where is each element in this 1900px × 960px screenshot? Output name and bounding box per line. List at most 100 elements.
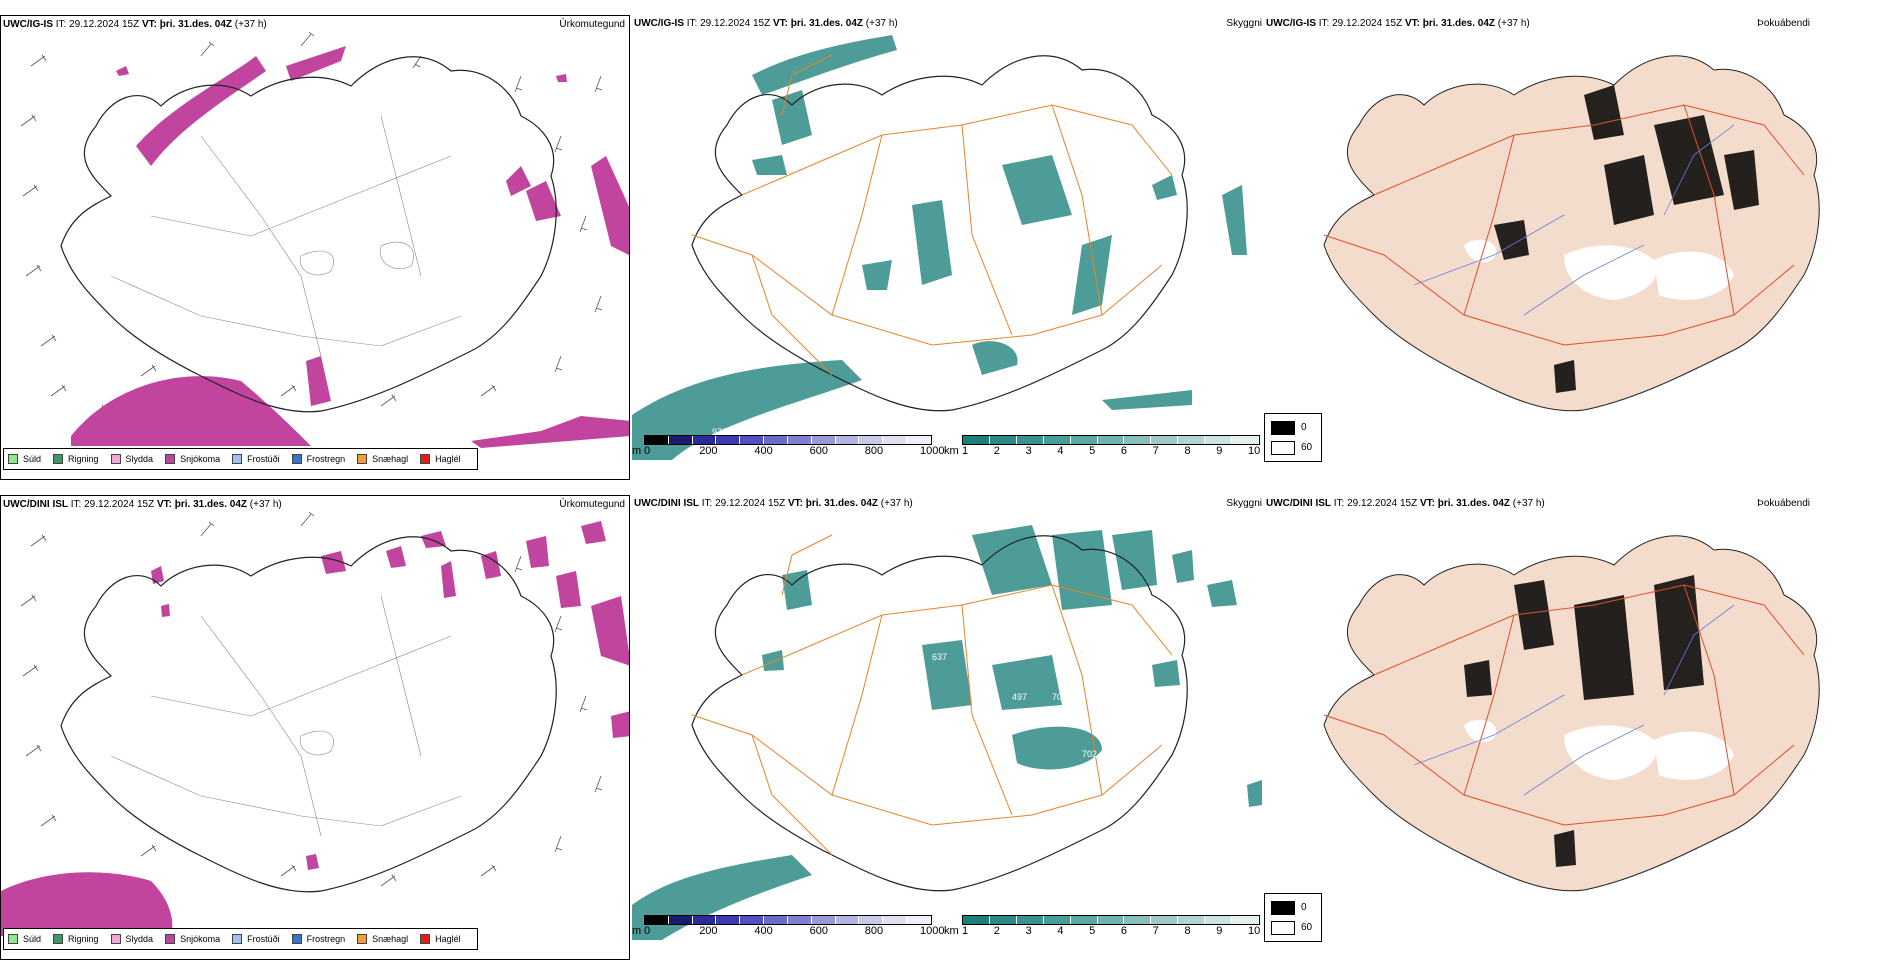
panel-header: UWC/IG-IS IT: 29.12.2024 15Z VT: þri. 31… (634, 18, 898, 29)
colorbar-segment (989, 916, 1017, 924)
colorbar-segment (1178, 916, 1206, 924)
colorbar-segment (645, 916, 669, 924)
legend-label: Rigning (68, 454, 99, 464)
it-label: IT: (70, 499, 82, 510)
fog-index-legend: 0 60 (1264, 893, 1322, 942)
legend-swatch (8, 454, 18, 464)
visibility-map: 637 876 702 701 497 (632, 525, 1262, 940)
legend-swatch (232, 934, 243, 944)
fog-swatch-white (1271, 441, 1295, 455)
iceland-outline (60, 56, 557, 413)
it-value: 29.12.2024 15Z (1347, 498, 1418, 509)
colorbar-tick-label: 8 (1184, 925, 1191, 937)
colorbar-tick-label: 1 (962, 925, 969, 937)
legend-label: Rigning (68, 934, 99, 944)
panel-title: Skyggni (1226, 18, 1262, 29)
colorbar-segment (907, 916, 931, 924)
colorbar-tick-label: 2 (993, 445, 1000, 457)
colorbar-tick-label: 400 (754, 925, 773, 937)
map-label: 702 (1082, 749, 1097, 759)
it-value: 29.12.2024 15Z (715, 498, 786, 509)
colorbar-segment (1232, 436, 1259, 444)
colorbar-segment (787, 916, 812, 924)
it-label: IT: (686, 18, 698, 29)
legend-swatch (165, 934, 176, 944)
lead-time: (+37 h) (865, 18, 898, 29)
legend-item: Súld (8, 454, 41, 464)
ceiling-colorbar: m 0 200 400 600 800 1000 (632, 915, 944, 939)
colorbar-segment (1205, 436, 1233, 444)
fog-swatch-white (1271, 921, 1295, 935)
vt-label: VT: (772, 18, 788, 29)
colorbar-segment (883, 436, 908, 444)
panel-header: UWC/DINI ISL IT: 29.12.2024 15Z VT: þri.… (3, 499, 282, 510)
legend-swatch (110, 454, 121, 464)
model-name: UWC/IG-IS (1266, 18, 1316, 29)
colorbar-segment (764, 436, 788, 444)
legend-label: Súld (23, 454, 42, 464)
fog-label-high: 60 (1301, 442, 1313, 453)
colorbar-segment (692, 916, 717, 924)
legend-label: Snjókoma (180, 934, 221, 944)
colorbar-segment (811, 916, 836, 924)
colorbar-segment (1097, 916, 1125, 924)
it-value: 29.12.2024 15Z (69, 19, 140, 30)
precip-type-map (20, 31, 629, 448)
legend-label: Snæhagl (372, 454, 409, 464)
legend-item: Frostregn (291, 934, 345, 944)
colorbar-segment (716, 436, 741, 444)
colorbar-strip (644, 915, 932, 925)
vt-value: þri. 31.des. 04Z (174, 499, 248, 510)
roads-contours (110, 115, 462, 357)
panel-title: Þokuábendi (1757, 498, 1810, 509)
map-label: 497 (1012, 692, 1027, 702)
legend-item: Haglél (420, 934, 461, 944)
colorbar-segment (1043, 916, 1071, 924)
map-label: 637 (932, 652, 947, 662)
colorbar-segment (1070, 916, 1098, 924)
colorbar-tick-label: 9 (1216, 925, 1223, 937)
colorbar-segment (787, 436, 812, 444)
legend-label: Snæhagl (372, 934, 409, 944)
legend-label: Haglél (435, 454, 461, 464)
vt-label: VT: (787, 498, 803, 509)
colorbar-segment (1043, 436, 1071, 444)
vt-label: VT: (141, 19, 157, 30)
vt-value: þri. 31.des. 04Z (805, 498, 879, 509)
legend-swatch (53, 454, 64, 464)
legend-swatch (165, 454, 176, 464)
map-label: 701 (1052, 692, 1067, 702)
colorbar-tick-label: 2 (993, 925, 1000, 937)
legend-label: Frostúði (247, 454, 280, 464)
colorbar-strip (962, 435, 1260, 445)
colorbar-strip (962, 915, 1260, 925)
vt-label: VT: (1404, 18, 1420, 29)
colorbar-segment (907, 436, 931, 444)
colorbar-segment (716, 916, 741, 924)
legend-item: Rigning (53, 934, 99, 944)
it-label: IT: (1333, 498, 1345, 509)
panel-header: UWC/DINI ISL IT: 29.12.2024 15Z VT: þri.… (1266, 498, 1545, 509)
rivers (1413, 604, 1735, 796)
fog-swatch-black (1271, 901, 1295, 915)
road-network (1323, 584, 1805, 826)
colorbar-segment (1016, 916, 1044, 924)
legend-label: Haglél (435, 934, 461, 944)
legend-swatch (232, 454, 243, 464)
visibility-panel-row2: 637 876 702 701 497 UWC/DINI ISL IT: 29.… (632, 495, 1262, 960)
legend-item: Frostúði (232, 934, 280, 944)
precip-type-panel-row1: UWC/IG-IS IT: 29.12.2024 15Z VT: þri. 31… (0, 15, 630, 480)
model-name: UWC/DINI ISL (1266, 498, 1331, 509)
colorbar-tick-label: 9 (1216, 445, 1223, 457)
panel-header: UWC/IG-IS IT: 29.12.2024 15Z VT: þri. 31… (3, 19, 267, 30)
colorbar-tick-label: 6 (1120, 925, 1127, 937)
fog-panel-row2: UWC/DINI ISL IT: 29.12.2024 15Z VT: þri.… (1264, 495, 1894, 960)
colorbar-segment (668, 436, 693, 444)
legend-swatch (291, 454, 302, 464)
panel-header: UWC/DINI ISL IT: 29.12.2024 15Z VT: þri.… (634, 498, 913, 509)
colorbar-segment (740, 436, 765, 444)
colorbar-segment (859, 916, 884, 924)
ceiling-colorbar: m 0 200 400 600 800 1000 (632, 435, 944, 459)
low-visibility-areas (632, 525, 1262, 940)
wind-barbs (20, 31, 603, 417)
